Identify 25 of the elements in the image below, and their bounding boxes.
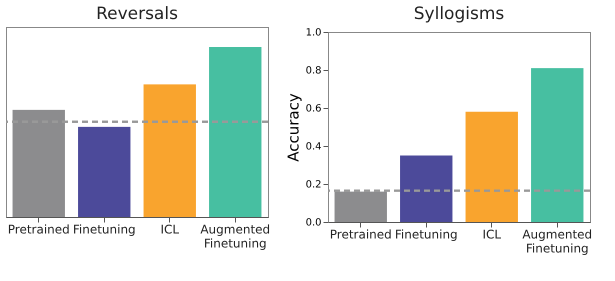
bar [531,68,584,222]
y-tick-label: 0.4 [306,142,322,152]
x-tick-label: Pretrained [8,222,70,236]
y-tick-label: 0.8 [306,66,322,76]
x-tick-label: Pretrained [330,228,392,242]
bar [144,84,196,217]
bar [209,46,262,217]
x-tick-label: Augmented Finetuning [522,228,592,256]
y-tick-label: 1.0 [306,28,322,38]
x-tick-label: Augmented Finetuning [200,222,270,250]
y-tick-label: 0.2 [306,180,322,190]
y-axis-title: Accuracy [284,93,303,162]
bar [334,192,387,222]
bar [466,112,518,222]
y-tick-label: 0.6 [306,104,322,114]
y-tick-label: 0.0 [306,218,322,228]
x-tick-label: Finetuning [72,222,136,236]
bar [400,156,452,222]
x-tick-label: Finetuning [394,228,458,242]
chart-title: Reversals [96,4,178,24]
x-tick-label: ICL [160,222,180,236]
bar [12,110,65,217]
chart-title: Syllogisms [414,4,504,24]
bar [78,126,130,217]
x-tick-label: ICL [482,228,502,242]
